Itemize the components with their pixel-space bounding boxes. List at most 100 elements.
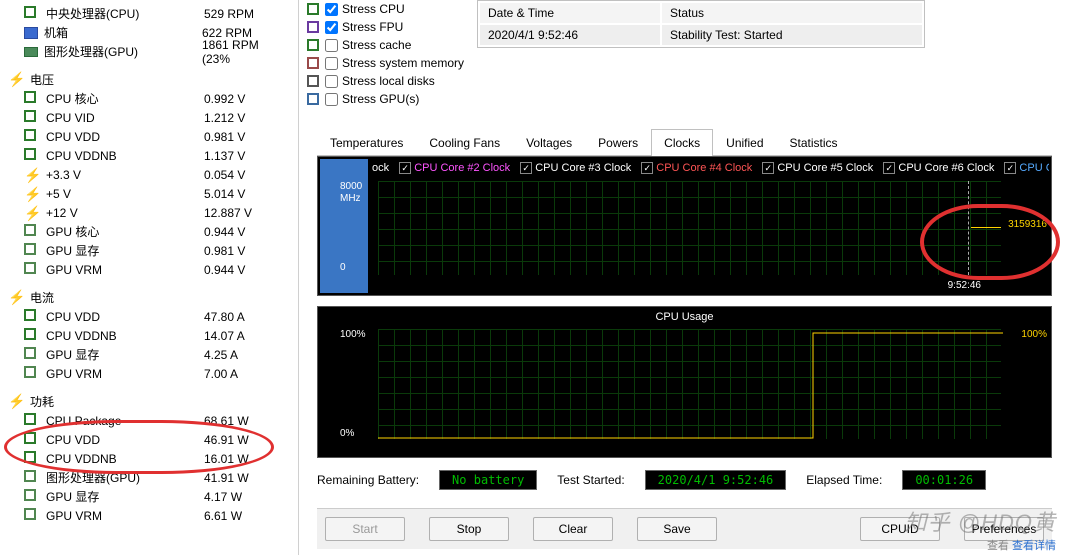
- sensor-value: 41.91 W: [204, 471, 274, 485]
- cpuid-button[interactable]: CPUID: [860, 517, 940, 541]
- status-bar: Remaining Battery: No battery Test Start…: [317, 470, 1052, 490]
- check-icon: ✓: [520, 162, 532, 174]
- sensor-label: CPU 核心: [46, 90, 204, 107]
- check-icon: ✓: [641, 162, 653, 174]
- check-icon: ✓: [399, 162, 411, 174]
- stress-checkbox[interactable]: [325, 39, 338, 52]
- legend-item[interactable]: ✓ CPU Core #5 Clock: [762, 162, 873, 175]
- legend-item[interactable]: ✓ CPU Core #2 Clock: [399, 162, 510, 175]
- sensor-label: 机箱: [44, 24, 202, 41]
- stress-checkbox[interactable]: [325, 93, 338, 106]
- sensor-row[interactable]: GPU VRM6.61 W: [8, 506, 290, 525]
- sensor-row[interactable]: ⚡+3.3 V0.054 V: [8, 165, 290, 184]
- save-button[interactable]: Save: [637, 517, 717, 541]
- tab-powers[interactable]: Powers: [585, 129, 651, 156]
- sensor-row[interactable]: CPU VDD0.981 V: [8, 127, 290, 146]
- sensor-label: CPU VDD: [46, 130, 204, 144]
- tab-unified[interactable]: Unified: [713, 129, 776, 156]
- sensor-row[interactable]: CPU VDDNB16.01 W: [8, 449, 290, 468]
- sensor-value: 1.212 V: [204, 111, 274, 125]
- stress-checkbox[interactable]: [325, 75, 338, 88]
- tab-cooling-fans[interactable]: Cooling Fans: [416, 129, 513, 156]
- usage-value: 100%: [1021, 329, 1047, 340]
- sensor-row[interactable]: CPU VDD46.91 W: [8, 430, 290, 449]
- tab-clocks[interactable]: Clocks: [651, 129, 713, 156]
- clear-button[interactable]: Clear: [533, 517, 613, 541]
- sensor-value: 0.981 V: [204, 244, 274, 258]
- square-icon: [307, 39, 319, 51]
- sensor-value: 4.25 A: [204, 348, 274, 362]
- sensor-row[interactable]: GPU VRM7.00 A: [8, 364, 290, 383]
- square-icon: [24, 328, 40, 344]
- square-icon: [24, 347, 40, 363]
- stress-options: Stress CPUStress FPUStress cacheStress s…: [307, 0, 467, 108]
- usage-title: CPU Usage: [318, 311, 1051, 323]
- y-max: 8000: [340, 181, 362, 192]
- sensor-row[interactable]: CPU VDDNB1.137 V: [8, 146, 290, 165]
- sensor-row[interactable]: CPU VDDNB14.07 A: [8, 326, 290, 345]
- table-row[interactable]: 2020/4/1 9:52:46 Stability Test: Started: [480, 25, 922, 45]
- stress-label: Stress FPU: [342, 20, 403, 34]
- legend-item[interactable]: ✓ CPU Core #3 Clock: [520, 162, 631, 175]
- start-button[interactable]: Start: [325, 517, 405, 541]
- legend-label: CPU Core: [1019, 162, 1049, 174]
- battery-value: No battery: [439, 470, 537, 490]
- sensor-row[interactable]: GPU VRM0.944 V: [8, 260, 290, 279]
- legend-item[interactable]: ✓ CPU Core #6 Clock: [883, 162, 994, 175]
- square-icon: [24, 91, 40, 107]
- clocks-value: 3159316: [1008, 219, 1047, 230]
- sensor-row[interactable]: GPU 显存0.981 V: [8, 241, 290, 260]
- clocks-legend: ock ✓ CPU Core #2 Clock ✓ CPU Core #3 Cloc…: [320, 161, 1049, 175]
- square-icon: [307, 57, 319, 69]
- stress-checkbox[interactable]: [325, 3, 338, 16]
- sensor-label: GPU 核心: [46, 223, 204, 240]
- square-icon: [24, 432, 40, 448]
- legend-item[interactable]: ✓ CPU Core #4 Clock: [641, 162, 752, 175]
- sensor-row[interactable]: ⚡+12 V12.887 V: [8, 203, 290, 222]
- event-log-table: Date & Time Status 2020/4/1 9:52:46 Stab…: [477, 0, 925, 48]
- tab-statistics[interactable]: Statistics: [777, 129, 851, 156]
- sensor-row[interactable]: GPU 显存4.25 A: [8, 345, 290, 364]
- sensor-label: GPU 显存: [46, 346, 204, 363]
- stress-option: Stress CPU: [307, 0, 467, 18]
- check-icon: ✓: [1004, 162, 1016, 174]
- col-datetime[interactable]: Date & Time: [480, 3, 660, 23]
- sensor-row[interactable]: 中央处理器(CPU)529 RPM: [8, 4, 290, 23]
- battery-label: Remaining Battery:: [317, 473, 419, 487]
- sensor-row[interactable]: CPU 核心0.992 V: [8, 89, 290, 108]
- footer-link: 查看 查看详情: [987, 537, 1056, 553]
- sensor-row[interactable]: ⚡+5 V5.014 V: [8, 184, 290, 203]
- stress-checkbox[interactable]: [325, 21, 338, 34]
- tab-temperatures[interactable]: Temperatures: [317, 129, 416, 156]
- stress-option: Stress FPU: [307, 18, 467, 36]
- usage-line: [378, 329, 1003, 441]
- y-min: 0: [340, 262, 346, 273]
- clocks-chart: ock ✓ CPU Core #2 Clock ✓ CPU Core #3 Cloc…: [317, 156, 1052, 296]
- stress-checkbox[interactable]: [325, 57, 338, 70]
- sensor-value: 0.054 V: [204, 168, 274, 182]
- sensor-label: CPU VDDNB: [46, 149, 204, 163]
- stop-button[interactable]: Stop: [429, 517, 509, 541]
- x-label: 9:52:46: [948, 280, 981, 291]
- sensor-row[interactable]: CPU VID1.212 V: [8, 108, 290, 127]
- col-status[interactable]: Status: [662, 3, 922, 23]
- sensor-row[interactable]: GPU 显存4.17 W: [8, 487, 290, 506]
- legend-item[interactable]: ✓ CPU Core: [1004, 162, 1049, 175]
- power-header: ⚡ 功耗: [8, 391, 290, 411]
- sensor-row[interactable]: 图形处理器(GPU)41.91 W: [8, 468, 290, 487]
- view-details-link[interactable]: 查看详情: [1012, 540, 1056, 552]
- square-icon: [24, 110, 40, 126]
- sensor-row[interactable]: GPU 核心0.944 V: [8, 222, 290, 241]
- check-icon: ✓: [883, 162, 895, 174]
- sensor-row[interactable]: CPU VDD47.80 A: [8, 307, 290, 326]
- sensor-value: 6.61 W: [204, 509, 274, 523]
- sensor-value: 4.17 W: [204, 490, 274, 504]
- sensor-row[interactable]: CPU Package68.61 W: [8, 411, 290, 430]
- sensor-row[interactable]: 图形处理器(GPU)1861 RPM (23%: [8, 42, 290, 61]
- square-icon: [24, 309, 40, 325]
- tab-voltages[interactable]: Voltages: [513, 129, 585, 156]
- legend-item[interactable]: ock: [372, 162, 389, 174]
- bolt-icon: ⚡: [8, 71, 24, 87]
- elapsed-label: Elapsed Time:: [806, 473, 882, 487]
- square-icon: [24, 262, 40, 278]
